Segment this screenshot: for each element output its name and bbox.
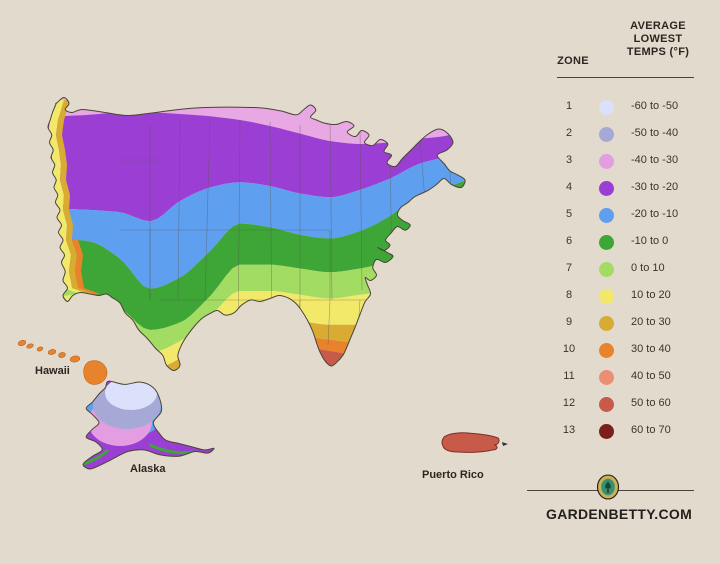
svg-text:Alaska: Alaska — [130, 463, 166, 475]
svg-text:Puerto Rico: Puerto Rico — [422, 469, 484, 481]
svg-text:Hawaii: Hawaii — [35, 365, 70, 377]
